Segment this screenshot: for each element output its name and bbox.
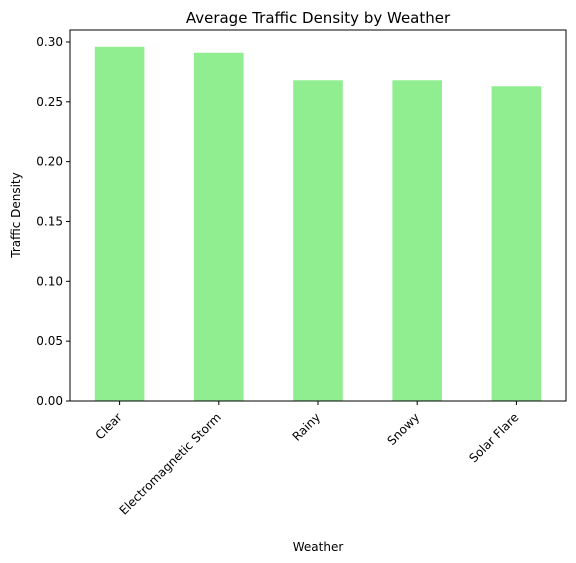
x-tick-label: Solar Flare: [466, 410, 521, 465]
y-tick-label: 0.10: [36, 274, 63, 288]
y-tick-label: 0.20: [36, 155, 63, 169]
y-tick-label: 0.30: [36, 35, 63, 49]
y-tick-label: 0.00: [36, 394, 63, 408]
x-tick-label: Electromagnetic Storm: [117, 410, 224, 517]
bar-snowy: [392, 80, 442, 401]
chart-title: Average Traffic Density by Weather: [186, 9, 451, 27]
x-axis-label: Weather: [293, 540, 344, 554]
bar-rainy: [293, 80, 343, 401]
x-tick-label: Clear: [93, 410, 125, 442]
bar-clear: [94, 46, 145, 402]
y-tick-label: 0.05: [36, 334, 63, 348]
bar-electromagnetic-storm: [194, 52, 244, 401]
y-tick-label: 0.15: [36, 214, 63, 228]
y-axis-label: Traffic Density: [9, 172, 23, 259]
bar-solar-flare: [491, 86, 542, 402]
x-tick-label: Snowy: [385, 410, 423, 448]
plot-area-frame: [69, 29, 567, 402]
y-tick-label: 0.25: [36, 95, 63, 109]
y-axis-ticks: 0.00 0.05 0.10 0.15 0.20 0.25 0.30: [36, 35, 70, 408]
bars-group: [94, 46, 542, 402]
x-tick-label: Rainy: [290, 410, 324, 444]
